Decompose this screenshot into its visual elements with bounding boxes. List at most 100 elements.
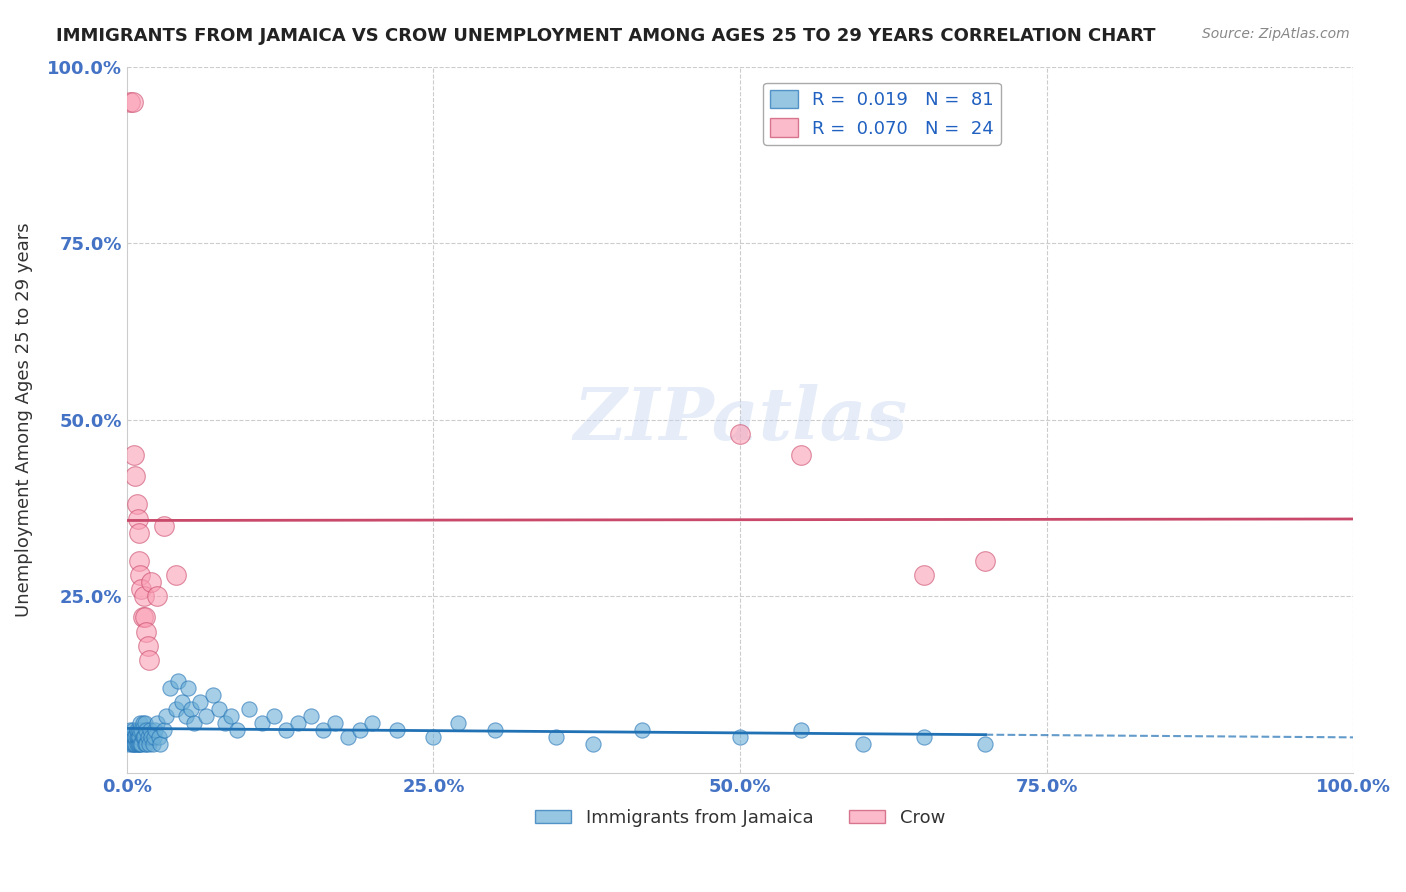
Point bbox=[141, 575, 163, 590]
Point bbox=[125, 731, 148, 745]
Point bbox=[361, 716, 384, 731]
Point bbox=[177, 681, 200, 695]
Point bbox=[912, 568, 935, 582]
Point bbox=[143, 723, 166, 738]
Point bbox=[125, 738, 148, 752]
Text: IMMIGRANTS FROM JAMAICA VS CROW UNEMPLOYMENT AMONG AGES 25 TO 29 YEARS CORRELATI: IMMIGRANTS FROM JAMAICA VS CROW UNEMPLOY… bbox=[56, 27, 1156, 45]
Point bbox=[728, 731, 751, 745]
Point bbox=[336, 731, 359, 745]
Point bbox=[124, 469, 146, 483]
Text: ZIPatlas: ZIPatlas bbox=[574, 384, 907, 455]
Point bbox=[422, 731, 444, 745]
Point bbox=[180, 702, 202, 716]
Point bbox=[631, 723, 654, 738]
Point bbox=[122, 95, 145, 109]
Point bbox=[149, 738, 172, 752]
Point bbox=[912, 731, 935, 745]
Point bbox=[146, 589, 169, 603]
Point bbox=[447, 716, 470, 731]
Point bbox=[136, 731, 159, 745]
Point bbox=[385, 723, 408, 738]
Point bbox=[214, 716, 236, 731]
Point bbox=[120, 731, 142, 745]
Point bbox=[121, 731, 143, 745]
Point bbox=[138, 653, 160, 667]
Point bbox=[132, 589, 155, 603]
Point bbox=[250, 716, 273, 731]
Point bbox=[122, 731, 145, 745]
Point bbox=[128, 723, 150, 738]
Point bbox=[728, 426, 751, 441]
Point bbox=[974, 554, 997, 568]
Point bbox=[129, 738, 152, 752]
Point bbox=[122, 738, 145, 752]
Point bbox=[142, 731, 165, 745]
Point bbox=[852, 738, 875, 752]
Point bbox=[136, 639, 159, 653]
Point bbox=[208, 702, 231, 716]
Point bbox=[122, 723, 145, 738]
Point bbox=[134, 716, 156, 731]
Point bbox=[131, 723, 153, 738]
Point bbox=[125, 497, 148, 511]
Point bbox=[484, 723, 506, 738]
Point bbox=[155, 709, 177, 723]
Point bbox=[183, 716, 205, 731]
Point bbox=[276, 723, 298, 738]
Point bbox=[312, 723, 335, 738]
Point bbox=[146, 716, 169, 731]
Point bbox=[135, 624, 157, 639]
Point bbox=[167, 673, 190, 688]
Point bbox=[188, 695, 212, 709]
Point bbox=[131, 610, 153, 624]
Point bbox=[121, 738, 143, 752]
Point bbox=[170, 695, 193, 709]
Point bbox=[128, 738, 150, 752]
Point bbox=[128, 731, 150, 745]
Point bbox=[129, 568, 152, 582]
Legend: Immigrants from Jamaica, Crow: Immigrants from Jamaica, Crow bbox=[527, 802, 952, 834]
Point bbox=[135, 723, 157, 738]
Point bbox=[974, 738, 997, 752]
Point bbox=[134, 738, 156, 752]
Point bbox=[219, 709, 242, 723]
Point bbox=[131, 731, 153, 745]
Point bbox=[323, 716, 346, 731]
Point bbox=[226, 723, 249, 738]
Point bbox=[118, 738, 141, 752]
Point bbox=[120, 723, 142, 738]
Point bbox=[122, 731, 145, 745]
Point bbox=[174, 709, 197, 723]
Point bbox=[122, 448, 145, 462]
Point bbox=[131, 716, 153, 731]
Point bbox=[287, 716, 309, 731]
Point bbox=[165, 568, 187, 582]
Point bbox=[135, 738, 157, 752]
Point bbox=[131, 738, 153, 752]
Point bbox=[127, 511, 149, 525]
Point bbox=[122, 738, 145, 752]
Point bbox=[141, 731, 163, 745]
Point bbox=[129, 716, 152, 731]
Point bbox=[132, 731, 155, 745]
Point bbox=[299, 709, 322, 723]
Point bbox=[124, 738, 146, 752]
Point bbox=[120, 95, 142, 109]
Point bbox=[148, 731, 170, 745]
Y-axis label: Unemployment Among Ages 25 to 29 years: Unemployment Among Ages 25 to 29 years bbox=[15, 222, 32, 617]
Point bbox=[159, 681, 181, 695]
Point bbox=[127, 731, 149, 745]
Point bbox=[138, 738, 160, 752]
Point bbox=[152, 723, 174, 738]
Point bbox=[349, 723, 371, 738]
Point bbox=[128, 554, 150, 568]
Point bbox=[131, 582, 153, 596]
Point bbox=[141, 738, 163, 752]
Point bbox=[152, 518, 174, 533]
Point bbox=[128, 525, 150, 540]
Point bbox=[546, 731, 568, 745]
Point bbox=[127, 738, 149, 752]
Point bbox=[790, 448, 813, 462]
Point bbox=[165, 702, 187, 716]
Point bbox=[201, 688, 224, 702]
